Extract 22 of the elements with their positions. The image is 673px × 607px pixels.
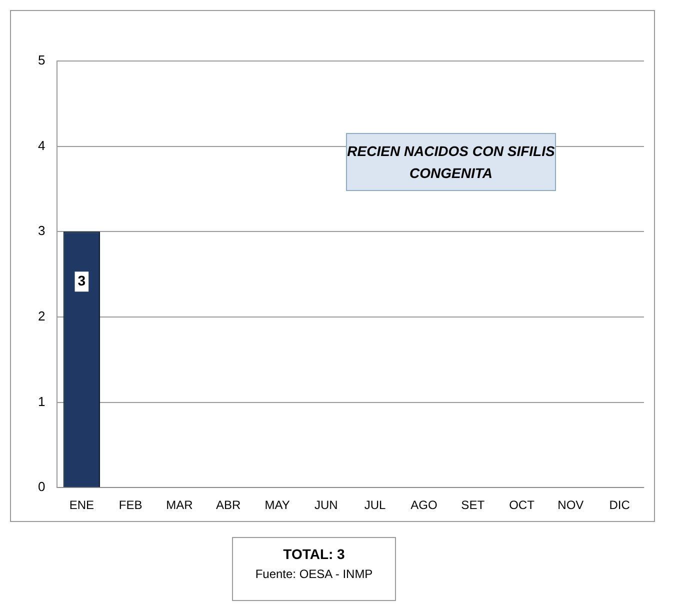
text: TOTAL: 3 bbox=[282, 545, 346, 564]
x-tick-label: FEB bbox=[118, 498, 142, 512]
y-tick-label: 1 bbox=[38, 394, 46, 409]
data-label: 3 bbox=[78, 272, 86, 288]
y-tick-label: 0 bbox=[38, 479, 46, 494]
source-note: Fuente: OESA - INMP bbox=[254, 566, 374, 583]
y-tick-label: 3 bbox=[38, 223, 46, 238]
text: RECIEN NACIDOS CON SIFILIS CONGENITA bbox=[346, 133, 556, 191]
x-tick-label: DIC bbox=[609, 498, 630, 512]
x-tick-label: JUL bbox=[364, 498, 386, 512]
x-tick-label: ENE bbox=[69, 498, 94, 512]
y-tick-label: 4 bbox=[38, 138, 46, 153]
x-tick-label: NOV bbox=[558, 498, 584, 512]
x-tick-label: ABR bbox=[216, 498, 242, 512]
x-tick-label: JUN bbox=[314, 498, 338, 512]
x-tick-label: SET bbox=[461, 498, 486, 512]
x-tick-label: AGO bbox=[410, 498, 438, 512]
x-tick-label: MAR bbox=[166, 498, 194, 512]
x-tick-label: MAY bbox=[264, 498, 290, 512]
y-tick-label: 2 bbox=[38, 308, 46, 324]
y-tick-label: 5 bbox=[38, 52, 46, 68]
x-tick-label: OCT bbox=[509, 498, 536, 512]
